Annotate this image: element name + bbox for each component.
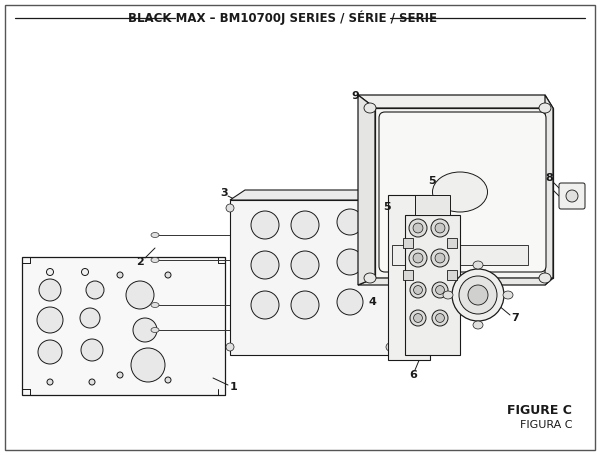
Ellipse shape: [431, 219, 449, 237]
Ellipse shape: [410, 282, 426, 298]
Ellipse shape: [413, 253, 423, 263]
Text: 3: 3: [220, 188, 228, 198]
Ellipse shape: [151, 303, 159, 308]
Ellipse shape: [39, 279, 61, 301]
Polygon shape: [545, 95, 553, 285]
Polygon shape: [230, 190, 405, 200]
Ellipse shape: [431, 249, 449, 267]
Text: 5: 5: [428, 176, 436, 186]
Ellipse shape: [386, 204, 394, 212]
Ellipse shape: [432, 282, 448, 298]
Ellipse shape: [337, 209, 363, 235]
Polygon shape: [22, 257, 225, 395]
Ellipse shape: [539, 103, 551, 113]
Text: 4: 4: [368, 297, 376, 307]
Ellipse shape: [413, 223, 423, 233]
Ellipse shape: [337, 289, 363, 315]
Text: 5: 5: [383, 202, 391, 212]
Text: 6: 6: [409, 370, 417, 380]
Ellipse shape: [151, 258, 159, 263]
FancyBboxPatch shape: [403, 270, 413, 280]
Ellipse shape: [151, 328, 159, 333]
Ellipse shape: [226, 343, 234, 351]
Ellipse shape: [337, 249, 363, 275]
Ellipse shape: [165, 377, 171, 383]
Ellipse shape: [291, 251, 319, 279]
FancyBboxPatch shape: [379, 112, 546, 272]
Text: 9: 9: [351, 91, 359, 101]
Ellipse shape: [473, 261, 483, 269]
Polygon shape: [415, 195, 450, 215]
Text: 7: 7: [511, 313, 519, 323]
Ellipse shape: [433, 172, 487, 212]
Polygon shape: [358, 95, 375, 285]
Ellipse shape: [386, 343, 394, 351]
Ellipse shape: [539, 273, 551, 283]
Ellipse shape: [409, 249, 427, 267]
Text: FIGURA C: FIGURA C: [520, 420, 572, 430]
Polygon shape: [230, 200, 390, 355]
Ellipse shape: [291, 211, 319, 239]
Ellipse shape: [251, 211, 279, 239]
Ellipse shape: [443, 291, 453, 299]
Ellipse shape: [413, 313, 422, 323]
Ellipse shape: [117, 272, 123, 278]
Ellipse shape: [435, 223, 445, 233]
Polygon shape: [358, 278, 553, 285]
Ellipse shape: [37, 307, 63, 333]
Ellipse shape: [86, 281, 104, 299]
FancyBboxPatch shape: [447, 238, 457, 248]
Ellipse shape: [503, 291, 513, 299]
Ellipse shape: [117, 372, 123, 378]
Polygon shape: [392, 245, 528, 265]
Ellipse shape: [47, 268, 53, 275]
Ellipse shape: [291, 291, 319, 319]
Ellipse shape: [89, 379, 95, 385]
FancyBboxPatch shape: [447, 270, 457, 280]
Ellipse shape: [409, 219, 427, 237]
Text: 2: 2: [136, 257, 144, 267]
Ellipse shape: [413, 286, 422, 294]
Ellipse shape: [47, 379, 53, 385]
Ellipse shape: [251, 251, 279, 279]
Ellipse shape: [226, 204, 234, 212]
Text: BLACK MAX – BM10700J SERIES / SÉRIE / SERIE: BLACK MAX – BM10700J SERIES / SÉRIE / SE…: [128, 11, 437, 25]
Ellipse shape: [38, 340, 62, 364]
Ellipse shape: [452, 269, 504, 321]
Polygon shape: [390, 190, 405, 355]
Ellipse shape: [82, 268, 89, 275]
Ellipse shape: [473, 321, 483, 329]
Ellipse shape: [459, 276, 497, 314]
Ellipse shape: [251, 291, 279, 319]
Ellipse shape: [432, 310, 448, 326]
Ellipse shape: [364, 273, 376, 283]
Ellipse shape: [126, 281, 154, 309]
Ellipse shape: [468, 285, 488, 305]
Ellipse shape: [81, 339, 103, 361]
Ellipse shape: [131, 348, 165, 382]
Ellipse shape: [133, 318, 157, 342]
Ellipse shape: [436, 286, 445, 294]
Polygon shape: [388, 195, 430, 360]
Text: 1: 1: [230, 382, 238, 392]
Polygon shape: [405, 215, 460, 355]
FancyBboxPatch shape: [559, 183, 585, 209]
Ellipse shape: [364, 103, 376, 113]
Polygon shape: [375, 108, 553, 278]
Polygon shape: [358, 95, 553, 108]
Ellipse shape: [410, 310, 426, 326]
Ellipse shape: [165, 272, 171, 278]
Ellipse shape: [435, 253, 445, 263]
Ellipse shape: [436, 313, 445, 323]
FancyBboxPatch shape: [403, 238, 413, 248]
Text: 8: 8: [545, 173, 553, 183]
Ellipse shape: [566, 190, 578, 202]
Ellipse shape: [151, 233, 159, 238]
Ellipse shape: [80, 308, 100, 328]
Text: FIGURE C: FIGURE C: [507, 404, 572, 416]
